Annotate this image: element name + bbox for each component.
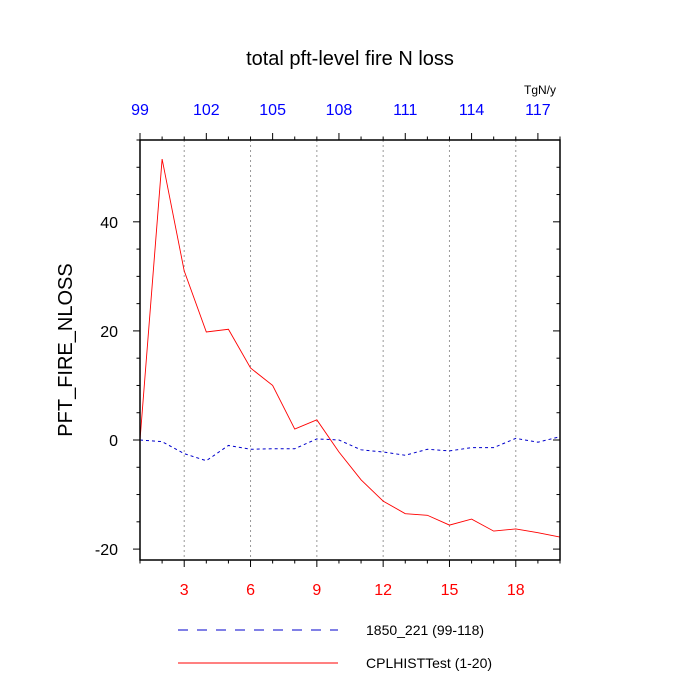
bottom-tick-label: 9	[312, 582, 321, 599]
bottom-tick-label: 6	[246, 582, 255, 599]
bottom-tick-label: 3	[180, 582, 189, 599]
legend-label-2: CPLHISTTest (1-20)	[366, 655, 492, 671]
bottom-tick-label: 18	[507, 582, 525, 599]
series-line-2	[139, 159, 561, 538]
y-tick-label: 40	[100, 215, 118, 232]
plot-frame	[139, 139, 561, 561]
top-tick-label: 102	[193, 102, 220, 119]
top-tick-label: 111	[393, 102, 417, 119]
series-layer	[139, 159, 561, 538]
top-tick-label: 117	[525, 102, 551, 119]
top-tick-label: 105	[259, 102, 286, 119]
legend: 1850_221 (99-118) CPLHISTTest (1-20)	[178, 622, 492, 671]
legend-label-1: 1850_221 (99-118)	[366, 622, 484, 638]
series-line-1	[139, 436, 561, 462]
bottom-tick-label: 15	[441, 582, 459, 599]
axes: 3 6 9 12 15 18 99 102 105 108 111 114 117 -20 0 20 40	[95, 102, 561, 599]
y-tick-label: -20	[95, 542, 118, 559]
bottom-tick-label: 12	[374, 582, 392, 599]
top-tick-label: 99	[131, 102, 149, 119]
grid-lines	[183, 140, 517, 560]
top-tick-label: 108	[326, 102, 353, 119]
y-tick-label: 20	[100, 324, 118, 341]
y-axis-label: PFT_FIRE_NLOSS	[55, 263, 77, 436]
y-tick-label: 0	[109, 433, 118, 450]
units-label: TgN/y	[524, 83, 556, 97]
chart-title: total pft-level fire N loss	[246, 48, 454, 70]
top-tick-label: 114	[459, 102, 485, 119]
